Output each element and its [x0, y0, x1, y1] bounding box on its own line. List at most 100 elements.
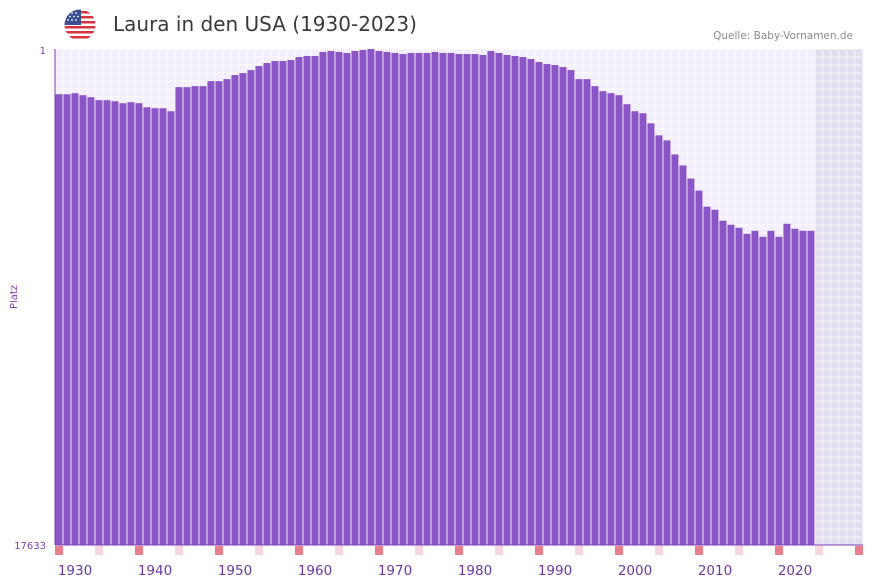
bar — [439, 52, 447, 545]
bar — [647, 123, 655, 546]
bar — [103, 100, 111, 546]
half-decade-marker — [255, 546, 263, 555]
bar — [63, 94, 71, 545]
bar — [255, 66, 263, 546]
bar — [791, 228, 799, 545]
year-markers — [55, 546, 863, 555]
bar — [527, 59, 535, 545]
bar — [431, 51, 439, 546]
bar — [423, 52, 431, 545]
bar — [503, 54, 511, 546]
bar — [751, 230, 759, 545]
bar — [775, 236, 783, 546]
bar — [623, 104, 631, 545]
bar — [663, 140, 671, 545]
bar — [767, 230, 775, 545]
decade-marker — [855, 546, 863, 555]
decade-marker — [135, 546, 143, 555]
bar — [511, 56, 519, 545]
bar — [375, 50, 383, 545]
decade-marker — [455, 546, 463, 555]
bar — [599, 91, 607, 545]
bar — [703, 206, 711, 545]
bar — [695, 190, 703, 545]
bar — [247, 70, 255, 545]
bar — [319, 51, 327, 546]
bar — [383, 51, 391, 546]
x-tick-label: 1940 — [138, 563, 172, 579]
bar — [151, 108, 159, 546]
bar — [119, 103, 127, 546]
bar — [711, 209, 719, 546]
bar — [687, 178, 695, 545]
bar — [359, 49, 367, 546]
bar — [455, 54, 463, 545]
bar — [735, 227, 743, 545]
x-axis-ticks: 1930 1940 1950 1960 1970 1980 1990 2000 2010 2020 — [58, 563, 812, 579]
bar — [807, 230, 815, 545]
decade-marker — [775, 546, 783, 555]
bar — [71, 93, 79, 546]
bar — [367, 49, 375, 545]
decade-marker — [55, 546, 63, 555]
bar — [327, 50, 335, 545]
bar — [303, 56, 311, 545]
bar — [487, 50, 495, 545]
bar — [351, 50, 359, 545]
bar — [127, 102, 135, 545]
bar — [279, 61, 287, 546]
bar — [287, 60, 295, 545]
bar — [111, 101, 119, 546]
bar — [295, 57, 303, 545]
bar — [543, 64, 551, 545]
half-decade-marker — [175, 546, 183, 555]
x-tick-label: 1980 — [458, 563, 492, 579]
chart-title: Laura in den USA (1930-2023) — [113, 12, 417, 36]
bar — [719, 220, 727, 546]
half-decade-marker — [95, 546, 103, 555]
bar — [343, 52, 351, 545]
bar — [207, 81, 215, 545]
bar — [591, 86, 599, 546]
half-decade-marker — [815, 546, 823, 555]
bar — [447, 52, 455, 545]
bar — [799, 230, 807, 545]
bar — [87, 97, 95, 546]
bar — [239, 73, 247, 545]
decade-marker — [375, 546, 383, 555]
half-decade-marker — [735, 546, 743, 555]
x-tick-label: 2000 — [618, 563, 652, 579]
bar — [335, 51, 343, 546]
decade-marker — [215, 546, 223, 555]
bar — [215, 81, 223, 545]
decade-marker — [615, 546, 623, 555]
x-tick-label: 2010 — [698, 563, 732, 579]
half-decade-marker — [335, 546, 343, 555]
bar — [479, 54, 487, 546]
bar — [463, 54, 471, 545]
bar-series — [55, 49, 815, 546]
bar — [391, 52, 399, 545]
bar — [143, 107, 151, 545]
bar — [79, 95, 87, 546]
decade-marker — [695, 546, 703, 555]
bar — [263, 63, 271, 546]
bar — [231, 75, 239, 545]
y-axis-label: Platz — [9, 285, 20, 309]
bar — [671, 154, 679, 545]
bar — [495, 52, 503, 545]
bar — [743, 233, 751, 545]
bar — [567, 70, 575, 545]
y-tick-bottom: 17633 — [14, 541, 46, 552]
bar — [519, 57, 527, 545]
y-tick-top: 1 — [40, 46, 46, 57]
half-decade-marker — [495, 546, 503, 555]
bar — [783, 223, 791, 545]
us-flag-icon — [64, 9, 96, 41]
bar — [759, 236, 767, 546]
bar — [607, 93, 615, 545]
bar — [551, 65, 559, 545]
bar — [631, 111, 639, 546]
bar — [615, 95, 623, 546]
